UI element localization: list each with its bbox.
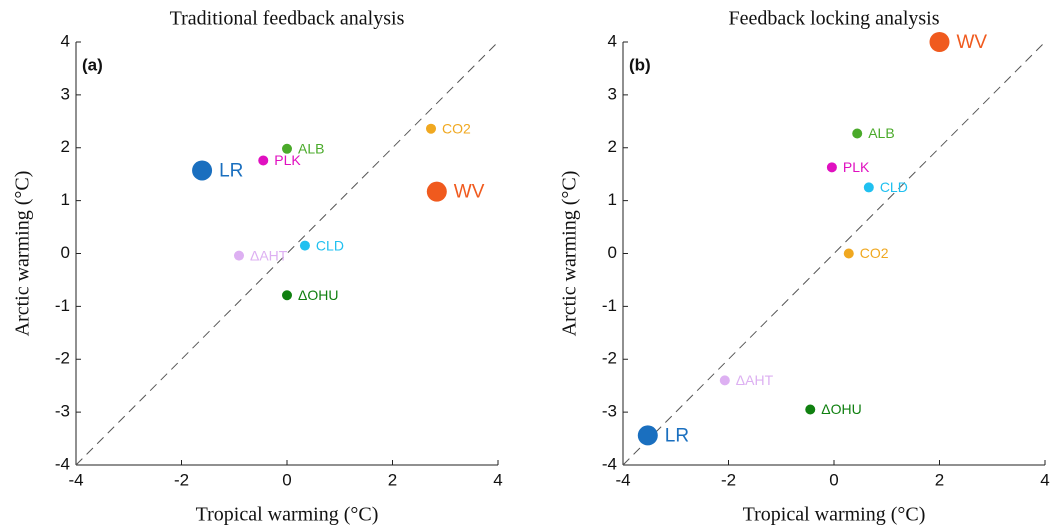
point-label: PLK (274, 152, 301, 168)
y-tick-label: 2 (61, 137, 70, 156)
x-tick-label: -2 (174, 470, 189, 489)
y-tick-label: 4 (61, 31, 70, 50)
x-tick-label: -2 (721, 470, 736, 489)
point (863, 182, 874, 193)
point (282, 290, 292, 301)
y-tick-label: -2 (602, 349, 617, 368)
point (299, 240, 310, 251)
point (719, 375, 730, 386)
point-label: ΔAHT (250, 247, 288, 263)
point-label: WV (454, 182, 485, 203)
y-tick-label: -1 (55, 296, 70, 315)
y-tick-label: 0 (61, 243, 70, 262)
y-axis-label: Arctic warming (°C) (12, 171, 34, 337)
point-label: LR (219, 161, 243, 182)
point-label: ALB (298, 141, 324, 157)
point-label: WV (957, 32, 988, 53)
panel-label: (a) (82, 55, 103, 74)
point (233, 250, 244, 261)
chart-title: Traditional feedback analysis (170, 8, 405, 30)
point-label: CO2 (860, 245, 889, 261)
point (426, 181, 447, 202)
y-tick-label: 1 (608, 190, 617, 209)
point (282, 143, 292, 154)
y-tick-label: -4 (55, 454, 70, 473)
x-tick-label: 0 (829, 470, 838, 489)
point (637, 425, 658, 446)
point (805, 404, 816, 415)
point-label: ΔOHU (821, 401, 861, 417)
point-label: CO2 (442, 120, 471, 136)
point (426, 123, 437, 134)
point-label: CLD (316, 237, 344, 253)
point-label: ALB (868, 125, 894, 141)
point-label: PLK (843, 159, 870, 175)
point (852, 128, 863, 139)
x-tick-label: 2 (935, 470, 944, 489)
y-tick-label: 4 (608, 31, 617, 50)
point-label: LR (665, 425, 689, 446)
x-tick-label: -4 (615, 470, 630, 489)
y-tick-label: -1 (602, 296, 617, 315)
point (929, 32, 950, 52)
point-label: CLD (880, 179, 908, 195)
y-tick-label: -3 (602, 402, 617, 421)
x-tick-label: 4 (493, 470, 502, 489)
identity-line (622, 41, 1046, 466)
y-axis-label: Arctic warming (°C) (559, 171, 581, 337)
point-label: ΔAHT (736, 372, 774, 388)
y-tick-label: 0 (608, 243, 617, 262)
chart-title: Feedback locking analysis (728, 8, 939, 30)
x-tick-label: 0 (282, 470, 291, 489)
x-tick-label: 4 (1040, 470, 1049, 489)
point (843, 248, 854, 259)
identity-line (75, 41, 499, 466)
y-tick-label: 1 (61, 190, 70, 209)
y-tick-label: -4 (602, 454, 617, 473)
point (826, 162, 837, 173)
x-axis-label: Tropical warming (°C) (196, 504, 379, 526)
x-tick-label: 2 (388, 470, 397, 489)
y-tick-label: 3 (61, 84, 70, 103)
point (192, 160, 213, 181)
point-label: ΔOHU (298, 287, 338, 303)
y-tick-label: 2 (608, 137, 617, 156)
y-tick-label: -3 (55, 402, 70, 421)
point (258, 155, 269, 166)
y-tick-label: 3 (608, 84, 617, 103)
x-axis-label: Tropical warming (°C) (743, 504, 926, 526)
y-tick-label: -2 (55, 349, 70, 368)
x-tick-label: -4 (68, 470, 83, 489)
panel-label: (b) (629, 55, 651, 74)
